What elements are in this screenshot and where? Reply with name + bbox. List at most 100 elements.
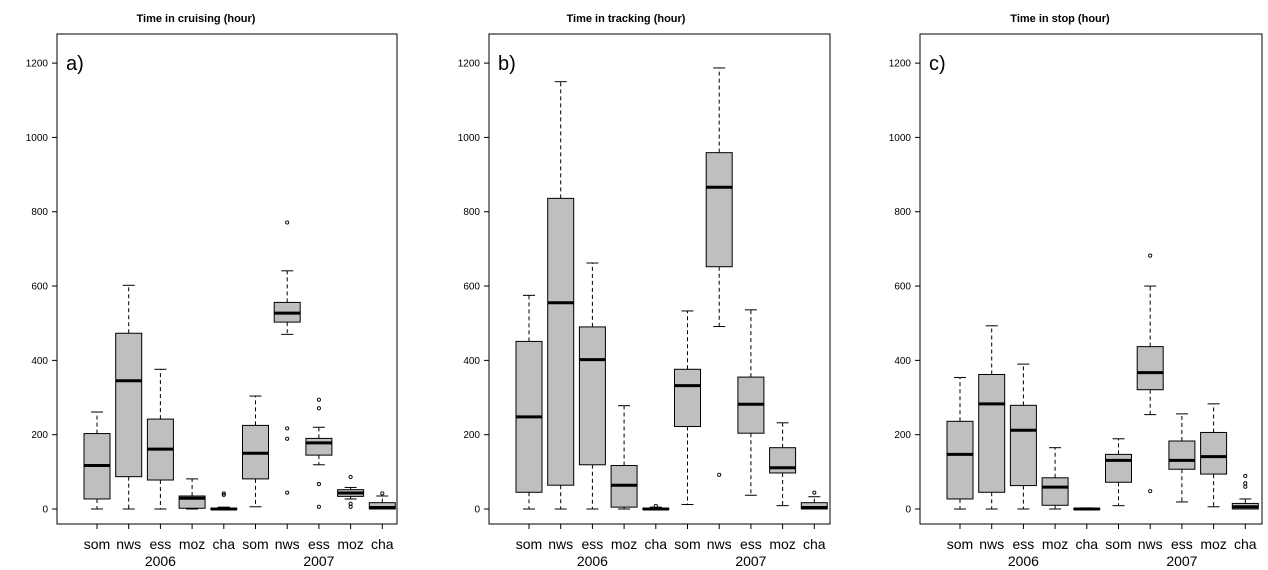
x-category-label: moz — [337, 536, 363, 552]
year-group-label: 2006 — [1008, 553, 1039, 569]
box-iqr — [305, 437, 333, 456]
outlier-point — [316, 504, 321, 509]
plot-frame — [56, 33, 398, 525]
box-som-2007 — [674, 310, 701, 506]
outlier-point — [1243, 484, 1248, 489]
x-category-label: ess — [1171, 536, 1193, 552]
x-category-label: nws — [979, 536, 1004, 552]
box-ess-2006 — [578, 262, 606, 510]
box-iqr — [1168, 440, 1196, 470]
box-cha-2006 — [1073, 507, 1101, 511]
box-cha-2007 — [800, 490, 828, 510]
box-ess-2007 — [305, 397, 333, 509]
x-category-label: som — [1105, 536, 1131, 552]
y-tick-label: 1000 — [26, 133, 49, 144]
box-moz-2006 — [178, 478, 206, 510]
panel-label: b) — [498, 53, 516, 75]
x-category-label: nws — [275, 536, 300, 552]
outlier-point — [812, 490, 817, 495]
chart-panel-3: Time in stop (hour) c) 0 200 400 600 800 1000 12… — [889, 13, 1263, 569]
y-tick-label: 0 — [905, 505, 911, 516]
x-category-label: ess — [308, 536, 330, 552]
box-cha-2007 — [368, 491, 396, 510]
panel-label: a) — [66, 53, 84, 75]
y-tick-label: 1200 — [26, 59, 49, 70]
box-iqr — [1200, 431, 1228, 475]
x-category-label: cha — [803, 536, 826, 552]
x-category-label: som — [947, 536, 973, 552]
year-group-label: 2007 — [735, 553, 766, 569]
box-iqr — [1136, 346, 1164, 391]
box-som-2007 — [1105, 438, 1132, 507]
box-ess-2006 — [1009, 363, 1037, 510]
box-iqr — [946, 420, 974, 500]
x-category-label: ess — [582, 536, 604, 552]
outlier-point — [221, 491, 226, 496]
chart-title: Time in stop (hour) — [1010, 13, 1110, 25]
box-iqr — [115, 332, 143, 478]
x-category-label: cha — [1234, 536, 1257, 552]
y-tick-label: 800 — [463, 207, 480, 218]
outlier-point — [1148, 489, 1153, 494]
plot-frame — [919, 33, 1263, 525]
y-tick-label: 400 — [463, 356, 480, 367]
y-tick-label: 800 — [31, 207, 48, 218]
outlier-point — [285, 436, 290, 441]
box-iqr — [1009, 404, 1037, 487]
outlier-point — [1243, 473, 1248, 478]
outlier-point — [316, 397, 321, 402]
outlier-point — [316, 482, 321, 487]
x-category-label: ess — [740, 536, 762, 552]
year-group-label: 2006 — [145, 553, 176, 569]
box-iqr — [578, 326, 606, 466]
box-som-2006 — [946, 376, 974, 510]
box-moz-2007 — [337, 474, 365, 509]
x-category-label: nws — [548, 536, 573, 552]
outlier-point — [1243, 481, 1248, 486]
y-tick-label: 400 — [894, 356, 911, 367]
chart-title: Time in cruising (hour) — [137, 13, 256, 25]
box-som-2007 — [242, 395, 269, 508]
y-tick-label: 1200 — [889, 59, 912, 70]
box-cha-2006 — [642, 503, 670, 511]
box-nws-2006 — [978, 325, 1006, 510]
panel-label: c) — [929, 53, 946, 75]
box-iqr — [547, 197, 575, 486]
box-moz-2006 — [1041, 447, 1069, 510]
y-tick-label: 0 — [42, 505, 48, 516]
year-group-label: 2006 — [577, 553, 608, 569]
box-nws-2007 — [273, 220, 301, 495]
outlier-point — [653, 503, 658, 509]
x-category-label: som — [674, 536, 700, 552]
box-iqr — [1041, 477, 1069, 506]
x-category-label: moz — [1200, 536, 1226, 552]
box-nws-2006 — [547, 81, 575, 510]
y-tick-label: 1200 — [458, 59, 481, 70]
box-nws-2006 — [115, 284, 143, 510]
y-tick-label: 200 — [894, 430, 911, 441]
x-category-label: cha — [1076, 536, 1099, 552]
y-tick-label: 200 — [31, 430, 48, 441]
outlier-point — [285, 490, 290, 495]
box-som-2006 — [515, 294, 543, 510]
y-tick-label: 1000 — [458, 133, 481, 144]
outlier-point — [285, 220, 290, 225]
y-tick-label: 200 — [463, 430, 480, 441]
x-category-label: cha — [645, 536, 668, 552]
outlier-point — [348, 504, 353, 509]
y-tick-label: 600 — [463, 282, 480, 293]
chart-panel-2: Time in tracking (hour) b) 0 200 400 600 800 10… — [458, 13, 831, 569]
y-tick-label: 400 — [31, 356, 48, 367]
x-category-label: nws — [707, 536, 732, 552]
outlier-point — [221, 492, 226, 497]
y-tick-label: 1000 — [889, 133, 912, 144]
x-category-label: moz — [769, 536, 795, 552]
outlier-point — [1148, 253, 1153, 258]
x-category-label: nws — [1138, 536, 1163, 552]
box-ess-2007 — [737, 309, 765, 496]
box-som-2006 — [83, 411, 111, 510]
chart-panel-1: Time in cruising (hour) a) 0 200 400 600 800 10… — [26, 13, 398, 569]
box-iqr — [705, 152, 733, 268]
box-cha-2007 — [1231, 473, 1259, 510]
